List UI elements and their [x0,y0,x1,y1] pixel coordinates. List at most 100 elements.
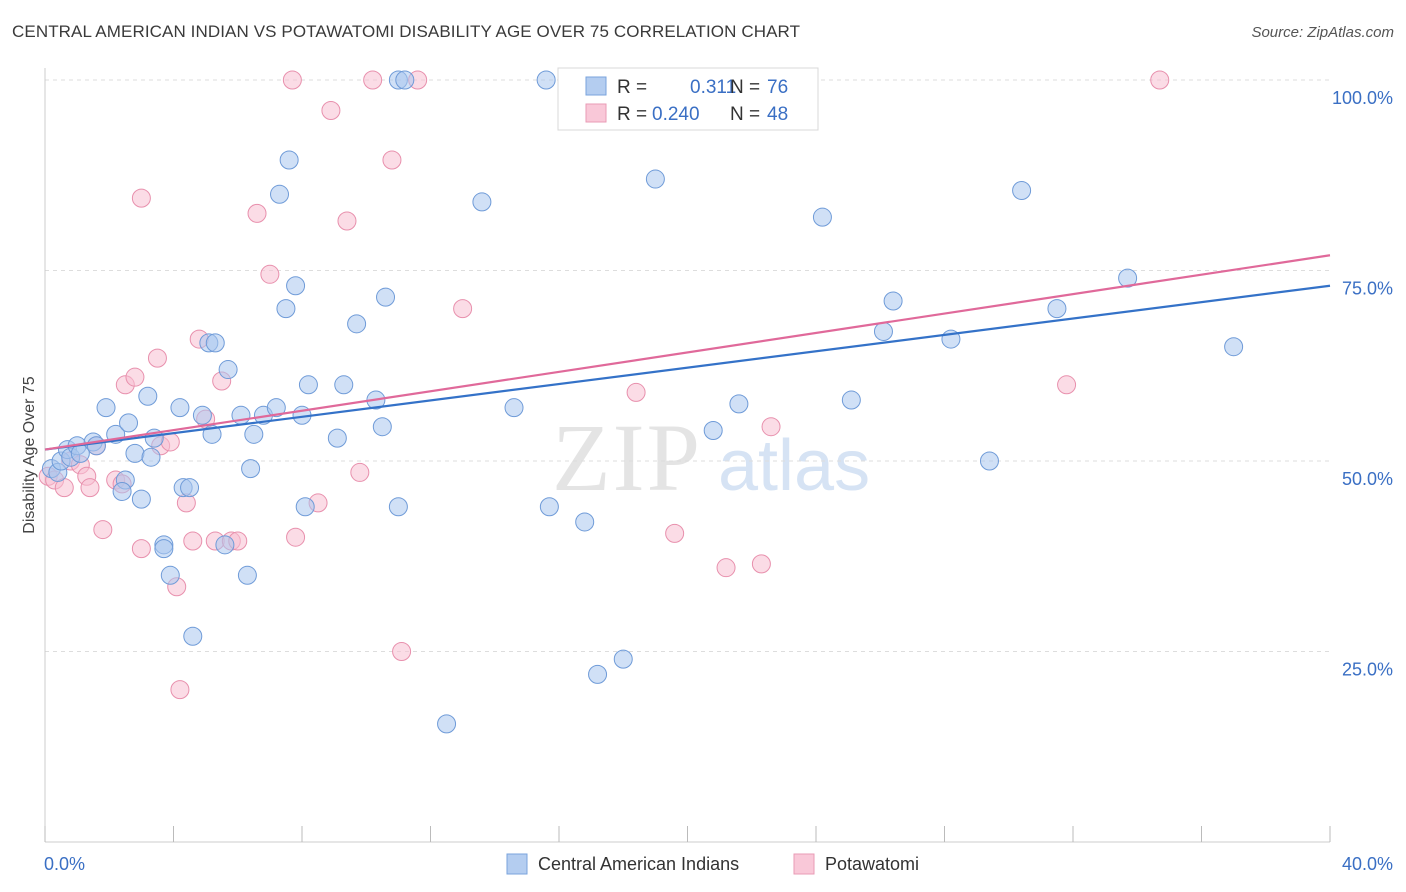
blue-point [1118,268,1138,288]
legend-swatch-blue [585,76,607,96]
pink-point [363,70,383,90]
blue-point [1047,299,1067,319]
pink-point [286,527,306,547]
pink-point [282,70,302,90]
x-tick-label-max: 40.0% [1342,854,1393,874]
blue-point [613,649,633,669]
watermark-zip: ZIP [552,404,702,511]
pink-point [1057,375,1077,395]
pink-point [260,264,280,284]
y-tick-labels: 25.0% 50.0% 75.0% 100.0% [1332,88,1393,680]
y-tick-label: 100.0% [1332,88,1393,108]
blue-point [180,478,200,498]
gridlines [45,79,1330,652]
blue-point [241,459,261,479]
blue-point [295,497,315,517]
blue-point [141,447,161,467]
central-american-indian-points [41,70,1244,734]
series-legend: Central American Indians Potawatomi [506,853,919,875]
trendline-central-american-indians [44,284,1331,451]
y-axis-label: Disability Age Over 75 [21,376,38,534]
blue-point [347,314,367,334]
blue-point [192,405,212,425]
correlation-legend: R = 0.311 N = 76 R = 0.240 N = 48 [557,67,819,131]
pink-point [125,367,145,387]
legend-n-value-blue: 76 [767,77,788,98]
pink-point [392,642,412,661]
pink-point [665,523,685,543]
legend-r-label-pink: R = [617,104,652,125]
pink-point [382,150,402,170]
blue-point [276,299,296,319]
blue-point [395,70,415,90]
blue-point [112,481,132,501]
trendlines [44,254,1331,451]
blue-point [138,386,158,406]
blue-point [536,70,556,90]
blue-point [183,626,203,646]
blue-point [388,497,408,517]
legend-r-label-blue: R = [617,77,652,98]
pink-point [626,382,646,402]
blue-point [588,664,608,684]
blue-point [539,497,559,517]
y-tick-label: 25.0% [1342,660,1393,680]
pink-point [93,520,113,540]
blue-point [125,443,145,463]
blue-point [841,390,861,410]
pink-point [453,299,473,319]
blue-point [218,360,238,380]
pink-point [170,680,190,700]
blue-point [205,333,225,353]
blue-point [873,321,893,341]
x-tick-label-min: 0.0% [44,854,85,874]
blue-point [372,417,392,437]
watermark-atlas: atlas [718,426,870,506]
potawatomi-points [38,70,1170,700]
legend-r-value-pink: 0.240 [652,104,700,125]
blue-point [244,424,264,444]
blue-point [504,398,524,418]
blue-point [170,398,190,418]
legend-swatch-pink [585,103,607,123]
blue-point [286,276,306,296]
blue-point [270,184,290,204]
blue-point [1224,337,1244,357]
source-label: Source: ZipAtlas.com [1251,24,1394,41]
blue-point [575,512,595,532]
series-legend-label-blue: Central American Indians [538,854,739,874]
series-legend-swatch-blue [506,853,528,875]
legend-r-value-blue: 0.311 [690,77,736,98]
blue-point [979,451,999,471]
pink-point [761,417,781,437]
blue-point [883,291,903,311]
blue-point [1012,180,1032,200]
blue-point [298,375,318,395]
trendline-potawatomi [44,254,1331,451]
blue-point [729,394,749,414]
blue-point [645,169,665,189]
blue-point [119,413,139,433]
blue-point [86,436,106,456]
legend-n-label-pink: N = [730,104,765,125]
y-tick-label: 75.0% [1342,279,1393,299]
blue-point [131,489,151,509]
blue-point [437,714,457,734]
blue-point [96,398,116,418]
pink-point [80,478,100,498]
blue-point [334,375,354,395]
pink-point [337,211,357,231]
blue-point [266,398,286,418]
series-legend-label-pink: Potawatomi [825,854,919,874]
pink-point [716,558,736,578]
pink-point [183,531,203,551]
blue-point [472,192,492,212]
pink-point [1150,70,1170,90]
pink-point [147,348,167,368]
blue-point [215,535,235,555]
blue-point [160,565,180,585]
blue-point [812,207,832,227]
legend-n-label-blue: N = [730,77,765,98]
blue-point [154,539,174,559]
series-legend-swatch-pink [793,853,815,875]
